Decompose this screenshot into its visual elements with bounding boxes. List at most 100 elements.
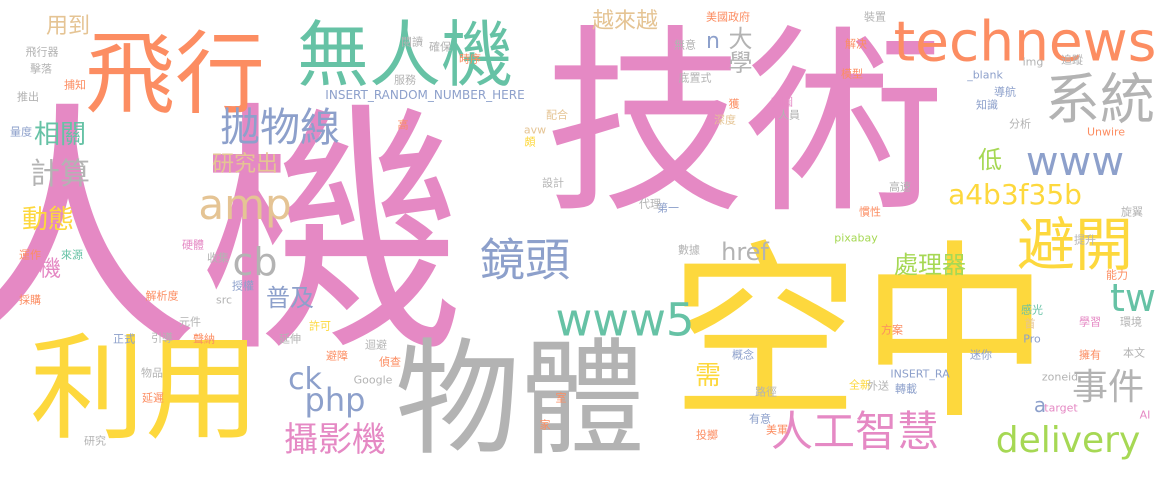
cloud-word: 學習 xyxy=(1079,315,1101,329)
cloud-word: avw xyxy=(523,123,547,137)
cloud-word: href xyxy=(721,238,769,266)
cloud-word: 解決 xyxy=(845,37,867,51)
cloud-word: 用到 xyxy=(45,14,91,39)
cloud-word: 需 xyxy=(694,361,722,391)
cloud-word: 美軍 xyxy=(766,423,788,437)
cloud-word: 延伸 xyxy=(279,332,301,346)
cloud-word: 人工智慧 xyxy=(770,407,940,456)
cloud-word: technews xyxy=(893,9,1157,74)
cloud-word: 收集 xyxy=(207,251,229,265)
cloud-word: 數據 xyxy=(678,243,700,257)
cloud-word: 裝置 xyxy=(864,10,886,24)
cloud-word: 時序 xyxy=(459,52,481,66)
cloud-word: 飛行器 xyxy=(25,45,59,59)
cloud-word: a xyxy=(1033,393,1047,417)
cloud-word: 全新 xyxy=(849,378,871,392)
cloud-word: 大學 xyxy=(724,26,752,74)
cloud-word: 概念 xyxy=(732,348,754,362)
cloud-word: 外送 xyxy=(867,379,889,393)
cloud-word: a4b3f35b xyxy=(948,178,1082,211)
cloud-word: 攝影機 xyxy=(284,420,386,460)
cloud-word: 物體 xyxy=(395,327,645,473)
cloud-word: 知識 xyxy=(976,98,998,112)
cloud-word: pixabay xyxy=(834,231,878,245)
cloud-word: 普及 xyxy=(266,284,314,312)
cloud-word: 避障 xyxy=(326,349,348,363)
cloud-word: 有意 xyxy=(749,412,771,426)
cloud-word: 物品 xyxy=(141,366,163,380)
cloud-word: 轉載 xyxy=(895,382,917,396)
cloud-word: 擁有 xyxy=(1079,348,1101,362)
cloud-word: www xyxy=(1025,139,1125,185)
cloud-word: 底置式 xyxy=(678,71,712,85)
cloud-word: target xyxy=(1044,401,1078,415)
cloud-word: 模型 xyxy=(841,67,863,81)
cloud-word: php xyxy=(304,381,366,419)
cloud-word: 計算 xyxy=(30,157,90,192)
cloud-word: 閱讀 xyxy=(401,35,423,49)
cloud-word: 能力 xyxy=(1106,268,1128,282)
cloud-word: 來源 xyxy=(61,248,83,262)
cloud-word: 許可 xyxy=(309,319,331,333)
cloud-word: 頗 xyxy=(524,135,536,149)
cloud-word: 解析度 xyxy=(145,289,179,303)
cloud-word: 拋物線 xyxy=(220,105,340,151)
cloud-word: 人機 xyxy=(0,80,465,389)
cloud-word: 避開 xyxy=(1016,211,1134,279)
cloud-word: 首圖 xyxy=(771,95,793,109)
cloud-word: 元件 xyxy=(179,315,201,329)
cloud-word: 研究出 xyxy=(211,152,279,177)
cloud-word: 設計 xyxy=(542,176,564,190)
cloud-word: 確保 xyxy=(429,40,451,54)
cloud-word: 量度 xyxy=(10,125,32,139)
cloud-word: 機 xyxy=(38,257,62,282)
cloud-word: 慣性 xyxy=(859,205,881,219)
cloud-word: 環境 xyxy=(1120,315,1142,329)
cloud-word: 運作 xyxy=(19,248,41,262)
cloud-word: 授權 xyxy=(232,279,254,293)
cloud-word: 越來越 xyxy=(591,9,659,34)
cloud-word: www5 xyxy=(555,293,695,347)
cloud-word: 美國政府 xyxy=(706,10,750,24)
cloud-word: 延遲 xyxy=(142,391,164,405)
cloud-word: INSERT_RA xyxy=(890,367,950,381)
cloud-word: amp xyxy=(198,180,292,229)
cloud-word: 無意 xyxy=(674,38,696,52)
cloud-word: 首 xyxy=(1024,317,1036,331)
cloud-word: 低 xyxy=(978,146,1002,174)
cloud-word: Pro xyxy=(1023,332,1041,346)
cloud-word: 方案 xyxy=(881,323,903,337)
cloud-word: 第一 xyxy=(657,201,679,215)
cloud-word: 高 xyxy=(397,118,409,132)
cloud-word: 事件 xyxy=(1071,367,1145,408)
cloud-word: 本文 xyxy=(1123,346,1145,360)
cloud-word: 導航 xyxy=(994,85,1016,99)
cloud-word: 擊落 xyxy=(30,62,52,76)
cloud-word: delivery xyxy=(995,420,1141,461)
cloud-word: 代理 xyxy=(639,197,661,211)
cloud-word: 系統 xyxy=(1044,67,1156,132)
cloud-word: 鏡頭 xyxy=(479,233,571,287)
cloud-word: INSERT_RANDOM_NUMBER_HERE xyxy=(325,88,525,102)
cloud-word: 高速 xyxy=(889,180,911,194)
cloud-word: 室 xyxy=(555,391,567,405)
cloud-word: 家 xyxy=(539,418,551,432)
cloud-word: n xyxy=(706,29,720,54)
cloud-word: 技術 xyxy=(544,8,946,241)
cloud-word: 服務 xyxy=(394,73,416,87)
cloud-word: Unwire xyxy=(1086,125,1126,139)
cloud-word: 獲 xyxy=(728,97,740,111)
cloud-word: 投擲 xyxy=(696,428,718,442)
cloud-word: 人員 xyxy=(778,108,800,122)
cloud-word: 飛行 xyxy=(85,22,265,127)
cloud-word: zoneid xyxy=(1041,370,1079,384)
cloud-word: tw xyxy=(1110,276,1156,320)
cloud-word: 動態 xyxy=(21,205,75,235)
cloud-word: 推出 xyxy=(17,90,39,104)
cloud-word: 迷你 xyxy=(970,348,992,362)
cloud-word: 利用 xyxy=(29,322,261,457)
cloud-word: 採購 xyxy=(19,293,41,307)
cloud-word: 捕知 xyxy=(64,78,86,92)
cloud-word: 引導 xyxy=(151,331,173,345)
cloud-word: _blank xyxy=(967,68,1003,82)
